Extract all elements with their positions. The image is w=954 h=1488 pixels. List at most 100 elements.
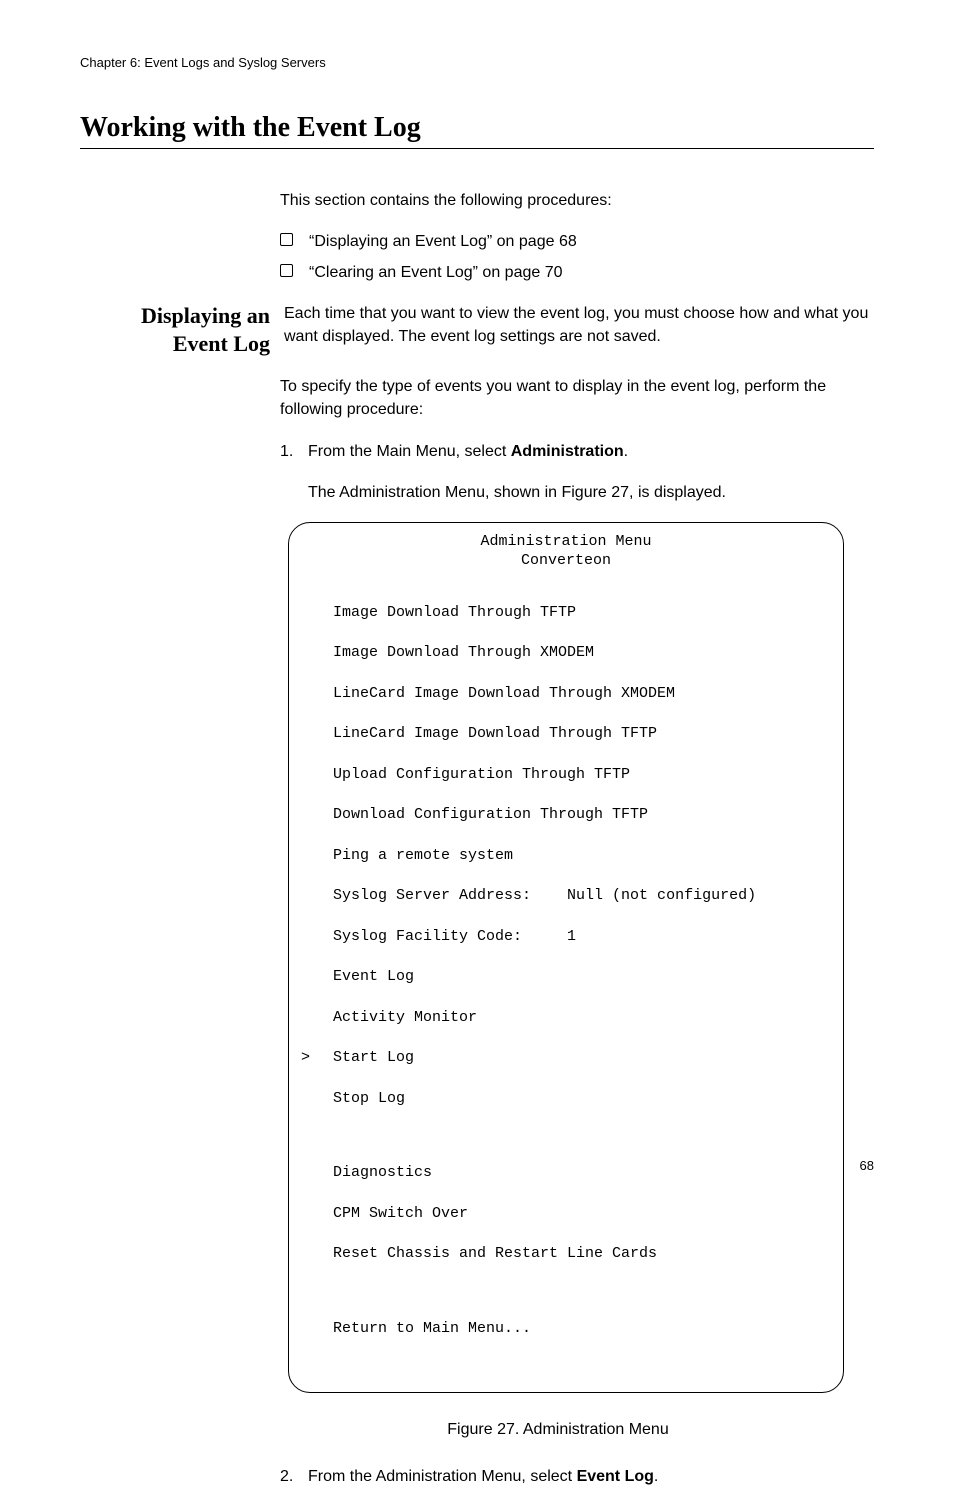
step-sub-paragraph: The Administration Menu, shown in Figure… [308,481,874,504]
menu-indent [317,643,333,663]
menu-row: Download Configuration Through TFTP [301,805,831,825]
menu-value [531,1319,831,1339]
menu-cursor [301,1319,317,1339]
menu-label: LineCard Image Download Through XMODEM [333,684,675,704]
menu-label: Download Configuration Through TFTP [333,805,648,825]
menu-cursor [301,724,317,744]
bullet-text: “Clearing an Event Log” on page 70 [309,264,563,282]
menu-label: LineCard Image Download Through TFTP [333,724,657,744]
checkbox-icon [280,264,293,277]
bullet-item: “Displaying an Event Log” on page 68 [280,230,874,251]
menu-label: Start Log [333,1048,414,1068]
menu-label: Diagnostics [333,1163,432,1183]
menu-row: Image Download Through XMODEM [301,643,831,663]
menu-row: Upload Configuration Through TFTP [301,765,831,785]
menu-blank [301,1285,831,1299]
menu-cursor [301,765,317,785]
menu-cursor [301,1163,317,1183]
menu-indent [317,846,333,866]
menu-cursor [301,1008,317,1028]
menu-label: CPM Switch Over [333,1204,468,1224]
menu-indent [317,927,333,947]
menu-indent [317,967,333,987]
menu-indent [317,684,333,704]
terminal-title-line1: Administration Menu [480,533,651,550]
menu-value [594,643,831,663]
step-number: 1. [280,440,308,463]
menu-indent [317,1089,333,1109]
subsection-title: Displaying an Event Log [80,302,284,357]
step-2: 2. From the Administration Menu, select … [280,1465,874,1488]
menu-indent [317,724,333,744]
menu-label: Syslog Facility Code: [333,927,567,947]
step-pre: From the Main Menu, select [308,443,511,460]
menu-row: Diagnostics [301,1163,831,1183]
menu-row: >Start Log [301,1048,831,1068]
menu-cursor [301,1204,317,1224]
step-bold: Administration [511,443,624,460]
menu-value [432,1163,831,1183]
chapter-header: Chapter 6: Event Logs and Syslog Servers [80,55,874,70]
terminal-menu-box: Administration Menu Converteon Image Dow… [288,522,844,1393]
menu-row: Return to Main Menu... [301,1319,831,1339]
bullet-text: “Displaying an Event Log” on page 68 [309,233,577,251]
menu-row: Event Log [301,967,831,987]
menu-cursor [301,1244,317,1264]
subsection-row: Displaying an Event Log Each time that y… [80,302,874,357]
menu-cursor [301,684,317,704]
menu-cursor [301,805,317,825]
bullet-item: “Clearing an Event Log” on page 70 [280,261,874,282]
terminal-menu-body: Image Download Through TFTP Image Downlo… [301,582,831,1380]
intro-paragraph: This section contains the following proc… [280,189,874,212]
figure-caption: Figure 27. Administration Menu [280,1421,836,1439]
section-heading: Working with the Event Log [80,112,874,149]
menu-value [405,1089,831,1109]
menu-value [648,805,831,825]
menu-row: CPM Switch Over [301,1204,831,1224]
menu-value [630,765,831,785]
menu-value [477,1008,831,1028]
step-post: . [654,1468,658,1485]
paragraph: To specify the type of events you want t… [280,375,874,421]
menu-label: Return to Main Menu... [333,1319,531,1339]
step-bold: Event Log [577,1468,654,1485]
menu-row: Syslog Server Address: Null (not configu… [301,886,831,906]
menu-indent [317,1319,333,1339]
menu-indent [317,1244,333,1264]
menu-value [675,684,831,704]
menu-value [414,1048,831,1068]
step-pre: From the Administration Menu, select [308,1468,577,1485]
subsection-title-line2: Event Log [173,331,270,356]
menu-indent [317,1163,333,1183]
menu-label: Syslog Server Address: [333,886,567,906]
menu-value [657,724,831,744]
menu-cursor [301,967,317,987]
menu-cursor [301,603,317,623]
step-text: From the Administration Menu, select Eve… [308,1465,658,1488]
menu-label: Upload Configuration Through TFTP [333,765,630,785]
menu-indent [317,603,333,623]
step-1: 1. From the Main Menu, select Administra… [280,440,874,463]
menu-cursor [301,1089,317,1109]
menu-value [468,1204,831,1224]
menu-cursor [301,846,317,866]
menu-indent [317,1008,333,1028]
menu-cursor [301,643,317,663]
menu-row: Syslog Facility Code: 1 [301,927,831,947]
menu-indent [317,765,333,785]
subsection-title-line1: Displaying an [141,303,270,328]
step-number: 2. [280,1465,308,1488]
subsection-para: Each time that you want to view the even… [284,302,874,348]
step-text: From the Main Menu, select Administratio… [308,440,628,463]
menu-value [414,967,831,987]
menu-row: Image Download Through TFTP [301,603,831,623]
menu-label: Event Log [333,967,414,987]
menu-indent [317,1048,333,1068]
menu-indent [317,805,333,825]
menu-blank [301,1129,831,1143]
bullet-list: “Displaying an Event Log” on page 68 “Cl… [280,230,874,282]
menu-cursor [301,886,317,906]
menu-value [513,846,831,866]
page: Chapter 6: Event Logs and Syslog Servers… [0,0,954,1235]
menu-row: Ping a remote system [301,846,831,866]
